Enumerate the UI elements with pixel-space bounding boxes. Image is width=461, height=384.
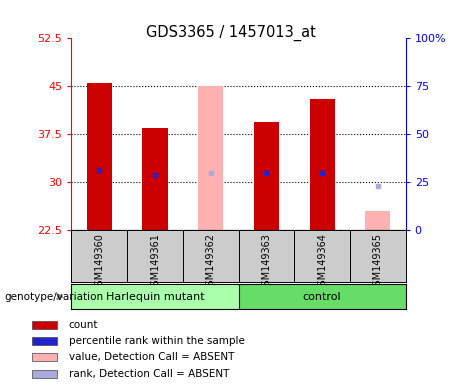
Bar: [32, 337, 57, 345]
Text: genotype/variation: genotype/variation: [5, 291, 104, 302]
Bar: [71, 284, 239, 309]
Text: GSM149361: GSM149361: [150, 233, 160, 292]
Bar: [87, 83, 112, 230]
Bar: [32, 370, 57, 377]
Text: GSM149365: GSM149365: [373, 233, 383, 292]
Text: count: count: [69, 319, 98, 330]
Bar: [310, 99, 335, 230]
Bar: [365, 211, 390, 230]
Bar: [32, 353, 57, 361]
Bar: [239, 284, 406, 309]
Text: GDS3365 / 1457013_at: GDS3365 / 1457013_at: [146, 25, 315, 41]
Bar: [32, 321, 57, 329]
Text: control: control: [303, 291, 342, 302]
Bar: [142, 128, 167, 230]
Bar: [198, 86, 223, 230]
Text: rank, Detection Call = ABSENT: rank, Detection Call = ABSENT: [69, 369, 229, 379]
Text: GSM149363: GSM149363: [261, 233, 272, 292]
Text: value, Detection Call = ABSENT: value, Detection Call = ABSENT: [69, 352, 234, 362]
Bar: [254, 122, 279, 230]
Text: GSM149360: GSM149360: [95, 233, 104, 292]
Text: GSM149364: GSM149364: [317, 233, 327, 292]
Text: GSM149362: GSM149362: [206, 233, 216, 292]
Text: percentile rank within the sample: percentile rank within the sample: [69, 336, 244, 346]
Text: Harlequin mutant: Harlequin mutant: [106, 291, 204, 302]
